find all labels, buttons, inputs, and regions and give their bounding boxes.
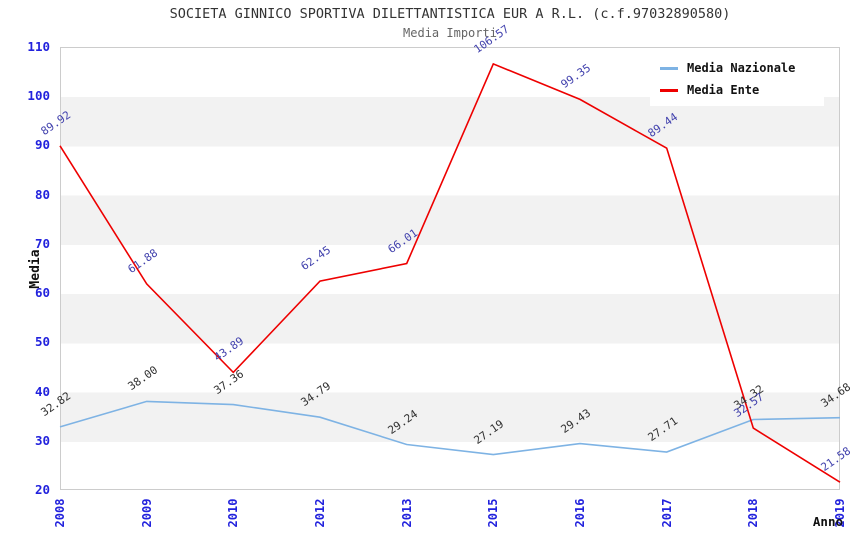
x-tick-2010: 2010: [226, 498, 241, 528]
y-tick-80: 80: [34, 186, 50, 202]
media-ente-line-swatch-icon: [660, 88, 678, 92]
y-tick-70: 70: [34, 235, 50, 251]
chart-subtitle: Media Importi: [403, 26, 497, 40]
y-tick-50: 50: [34, 334, 50, 350]
y-tick-60: 60: [34, 285, 50, 301]
x-tick-2016: 2016: [573, 498, 587, 528]
y-tick-100: 100: [27, 88, 50, 104]
x-tick-2012: 2012: [313, 498, 327, 528]
x-tick-2015: 2015: [486, 498, 501, 528]
x-tick-2009: 2009: [139, 498, 154, 528]
legend-item-media-nazionale[interactable]: Media Nazionale: [660, 57, 824, 79]
y-tick-110: 110: [27, 39, 50, 54]
legend-item-media-ente[interactable]: Media Ente: [660, 79, 824, 101]
x-tick-2008: 2008: [53, 498, 67, 528]
y-tick-20: 20: [34, 482, 50, 497]
legend-label-media-nazionale: Media Nazionale: [687, 61, 796, 75]
media-nazionale-line-swatch-icon: [660, 66, 678, 70]
y-axis-title: Media: [28, 249, 43, 289]
legend-label-media-ente: Media Ente: [687, 83, 760, 97]
y-tick-30: 30: [34, 432, 50, 448]
y-tick-40: 40: [34, 383, 50, 399]
x-tick-2018: 2018: [746, 498, 761, 528]
x-axis-title: Anno: [812, 514, 843, 529]
x-tick-2017: 2017: [659, 498, 674, 528]
y-tick-90: 90: [34, 137, 50, 153]
plot-area: [60, 47, 840, 490]
x-tick-2013: 2013: [399, 498, 414, 528]
chart-title: SOCIETA GINNICO SPORTIVA DILETTANTISTICA…: [169, 6, 731, 22]
legend: Media Nazionale Media Ente: [650, 53, 824, 106]
